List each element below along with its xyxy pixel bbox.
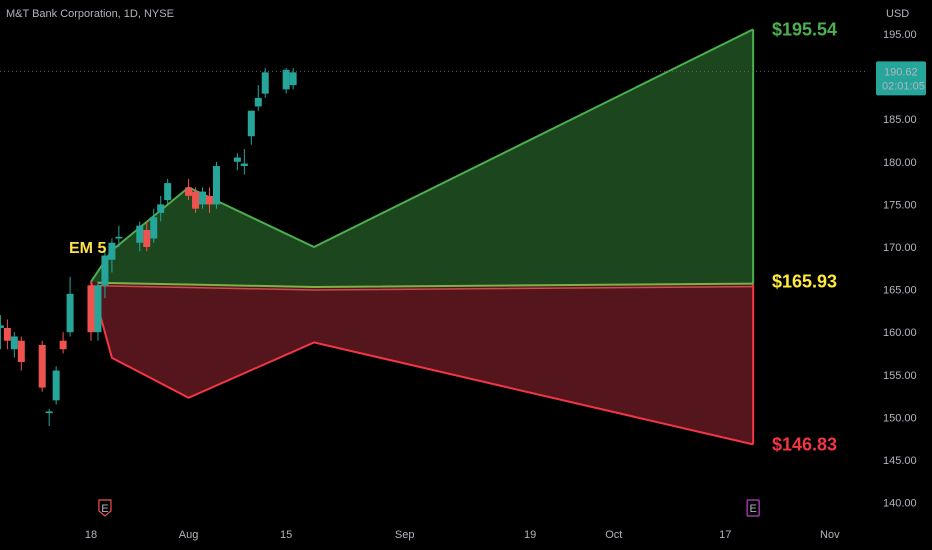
y-tick-label: 165.00 [883,285,917,297]
candle-body[interactable] [164,183,172,201]
candle-body[interactable] [38,344,46,388]
earnings-marker-label: E [101,503,108,515]
lower-range-area [91,281,754,445]
x-tick-label: 18 [85,529,97,541]
band-value-label: $195.54 [772,19,837,39]
candle-body[interactable] [108,242,116,260]
em-label: EM 5 [69,240,106,257]
candle-body[interactable] [143,229,151,247]
y-tick-label: 195.00 [883,29,917,41]
chart-title: M&T Bank Corporation, 1D, NYSE [6,8,174,20]
candle-body[interactable] [87,285,95,333]
candle-body[interactable] [199,191,207,205]
candle-body[interactable] [240,163,248,167]
x-tick-label: Aug [179,529,199,541]
candle-body[interactable] [136,225,144,243]
x-tick-label: Sep [395,529,415,541]
candle-body[interactable] [233,157,241,162]
y-tick-label: 170.00 [883,242,917,254]
earnings-marker-label: E [749,503,756,515]
candle-body[interactable] [66,293,74,333]
band-value-label: $165.93 [772,272,837,292]
currency-label: USD [886,8,909,20]
candle-body[interactable] [282,69,290,90]
y-tick-label: 185.00 [883,114,917,126]
y-tick-label: 180.00 [883,157,917,169]
upper-range-area [91,29,754,288]
price-tag [876,61,926,96]
y-tick-label: 145.00 [883,455,917,467]
earnings-marker[interactable] [746,499,760,517]
candle-body[interactable] [115,236,123,239]
candle-body[interactable] [289,72,297,86]
candle-body[interactable] [59,340,67,350]
candle-body[interactable] [17,340,25,363]
y-tick-label: 140.00 [883,498,917,510]
candle-body[interactable] [94,285,102,333]
candle-body[interactable] [185,187,193,196]
candle-body[interactable] [3,327,11,341]
candle-body[interactable] [45,411,53,414]
y-tick-label: 155.00 [883,370,917,382]
band-value-label: $146.83 [772,434,837,454]
candle-body[interactable] [101,255,109,286]
candle-body[interactable] [157,204,165,213]
candle-body[interactable] [247,110,255,137]
x-tick-label: 15 [280,529,292,541]
candle-body[interactable] [10,336,18,350]
mid-band-line-lower [97,285,754,291]
mid-band-line [97,281,754,289]
price-tag-countdown: 02:01:05 [882,80,925,92]
candle-body[interactable] [150,217,158,239]
x-tick-label: Nov [820,529,840,541]
candle-body[interactable] [254,97,262,107]
x-tick-label: 17 [719,529,731,541]
candle-body[interactable] [192,191,200,209]
earnings-marker[interactable] [98,499,112,517]
y-tick-label: 160.00 [883,327,917,339]
candle-body[interactable] [205,195,213,205]
price-tag-value: 190.62 [884,66,918,78]
candle-body[interactable] [0,325,4,328]
candle-body[interactable] [261,72,269,94]
x-tick-label: Oct [605,529,622,541]
y-tick-label: 175.00 [883,199,917,211]
candle-body[interactable] [212,166,220,205]
candle-body[interactable] [52,370,60,401]
y-tick-label: 150.00 [883,412,917,424]
lower-band-line [90,281,754,446]
x-tick-label: 19 [524,529,536,541]
